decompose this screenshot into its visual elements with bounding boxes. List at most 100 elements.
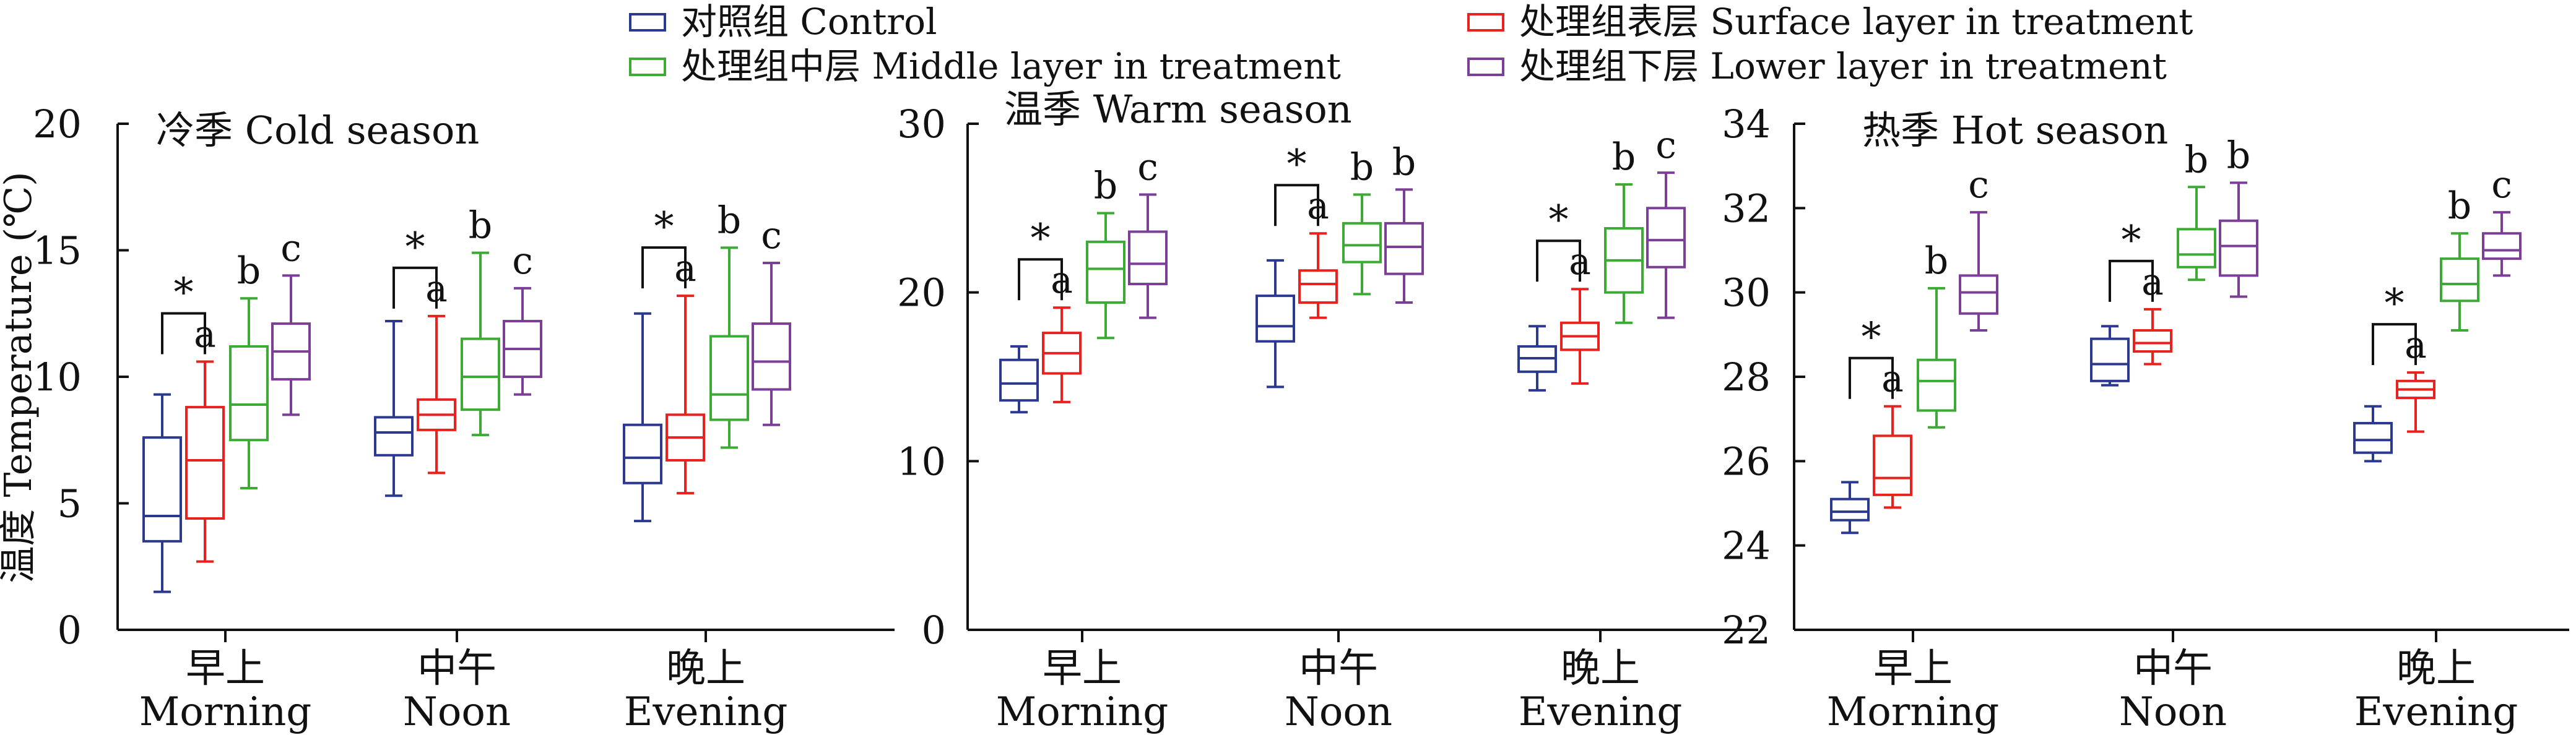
legend-label-middle: 处理组中层 Middle layer in treatment	[681, 45, 1341, 87]
significance-letter: b	[1094, 165, 1117, 208]
box-iqr	[1128, 230, 1168, 286]
significance-letter: b	[1350, 146, 1374, 189]
significance-letter: b	[2185, 138, 2208, 181]
box-iqr	[1255, 294, 1295, 343]
significance-bracket	[2109, 259, 2154, 302]
box-control	[1830, 481, 1870, 535]
y-tick-label: 10	[897, 439, 946, 484]
box-surface	[185, 360, 225, 563]
box-iqr	[1830, 497, 1870, 522]
panel-title: 温季 Warm season	[1004, 87, 1352, 132]
significance-star: *	[405, 225, 425, 270]
box-lower	[503, 286, 542, 396]
box-middle	[1604, 183, 1644, 324]
box-lower	[1959, 211, 1998, 332]
x-tick-label-zh: 中午	[417, 646, 497, 692]
box-iqr	[623, 423, 662, 484]
box-iqr	[1959, 274, 1998, 315]
legend-item-surface: 处理组表层 Surface layer in treatment	[1467, 1, 2193, 43]
box-surface	[1560, 288, 1600, 385]
box-lower	[2219, 181, 2258, 298]
box-iqr	[2177, 228, 2216, 269]
significance-letter: b	[469, 204, 492, 247]
y-axis-label: 温度 Temperature (℃)	[0, 171, 40, 583]
y-tick-label: 20	[897, 270, 946, 316]
x-tick-label-en: Evening	[2354, 689, 2518, 735]
significance-letter: c	[1655, 124, 1676, 167]
significance-star: *	[654, 204, 674, 250]
box-iqr	[2090, 337, 2130, 382]
significance-letter: b	[2227, 134, 2250, 177]
box-surface	[2396, 371, 2435, 433]
x-tick-label-en: Morning	[996, 689, 1169, 735]
box-control	[2353, 405, 2393, 463]
y-tick-label: 30	[1722, 270, 1771, 316]
significance-bracket	[392, 266, 438, 309]
x-tick-label-en: Evening	[624, 689, 788, 735]
x-tick-label-en: Noon	[1285, 689, 1392, 735]
significance-star: *	[1287, 142, 1307, 187]
significance-letter: b	[1925, 239, 1948, 283]
box-control	[1517, 325, 1557, 392]
x-tick-label-zh: 中午	[1299, 646, 1378, 692]
significance-bracket	[1536, 239, 1581, 282]
significance-bracket	[2372, 323, 2417, 366]
box-surface	[1298, 232, 1338, 319]
significance-bracket	[641, 246, 687, 289]
legend-item-middle: 处理组中层 Middle layer in treatment	[629, 45, 1341, 87]
legend-label-surface: 处理组表层 Surface layer in treatment	[1519, 1, 2193, 43]
significance-bracket	[1849, 356, 1894, 399]
y-tick-label: 5	[58, 481, 82, 527]
box-iqr	[1917, 358, 1956, 412]
x-tick-label-en: Morning	[1827, 689, 2000, 735]
y-tick-label: 30	[897, 101, 946, 147]
significance-star: *	[1549, 197, 1569, 243]
significance-letter: b	[1392, 140, 1416, 184]
box-iqr	[752, 322, 791, 391]
box-middle	[2177, 186, 2216, 282]
panel-title: 冷季 Cold season	[156, 108, 479, 153]
box-lower	[271, 274, 311, 416]
significance-letter: b	[237, 249, 261, 293]
y-tick-label: 0	[58, 608, 82, 653]
box-surface	[1042, 306, 1082, 403]
significance-star: *	[1031, 216, 1051, 262]
x-tick-label-zh: 中午	[2133, 646, 2213, 692]
box-iqr	[2440, 257, 2479, 303]
y-tick-label: 20	[33, 101, 82, 147]
x-tick-label-zh: 早上	[186, 646, 265, 692]
y-tick-label: 22	[1722, 608, 1771, 653]
y-tick-label: 15	[33, 228, 82, 273]
y-tick-label: 0	[922, 608, 946, 653]
y-tick-label: 32	[1722, 186, 1771, 231]
significance-star: *	[1862, 315, 1881, 361]
box-lower	[1128, 193, 1168, 319]
box-lower	[752, 261, 791, 426]
significance-star: *	[2385, 281, 2405, 327]
box-middle	[709, 246, 749, 449]
legend-swatch-control	[629, 13, 666, 32]
box-surface	[666, 294, 705, 495]
box-iqr	[2133, 329, 2172, 353]
significance-letter: c	[1137, 146, 1158, 189]
significance-letter: b	[2448, 184, 2471, 228]
box-middle	[1917, 286, 1956, 429]
x-tick-label-zh: 早上	[1043, 646, 1122, 692]
x-tick-label-zh: 晚上	[1561, 646, 1640, 692]
box-middle	[1342, 193, 1382, 296]
box-iqr	[229, 345, 269, 442]
box-lower	[2482, 211, 2522, 277]
box-middle	[1086, 212, 1125, 340]
legend-item-control: 对照组 Control	[629, 1, 937, 43]
legend-swatch-surface	[1467, 13, 1504, 32]
box-iqr	[2353, 421, 2393, 454]
box-middle	[461, 251, 500, 437]
significance-letter: b	[1612, 135, 1636, 179]
significance-letter: c	[1968, 163, 1989, 207]
box-iqr	[1384, 221, 1424, 275]
box-control	[142, 393, 182, 593]
box-control	[2090, 325, 2130, 387]
